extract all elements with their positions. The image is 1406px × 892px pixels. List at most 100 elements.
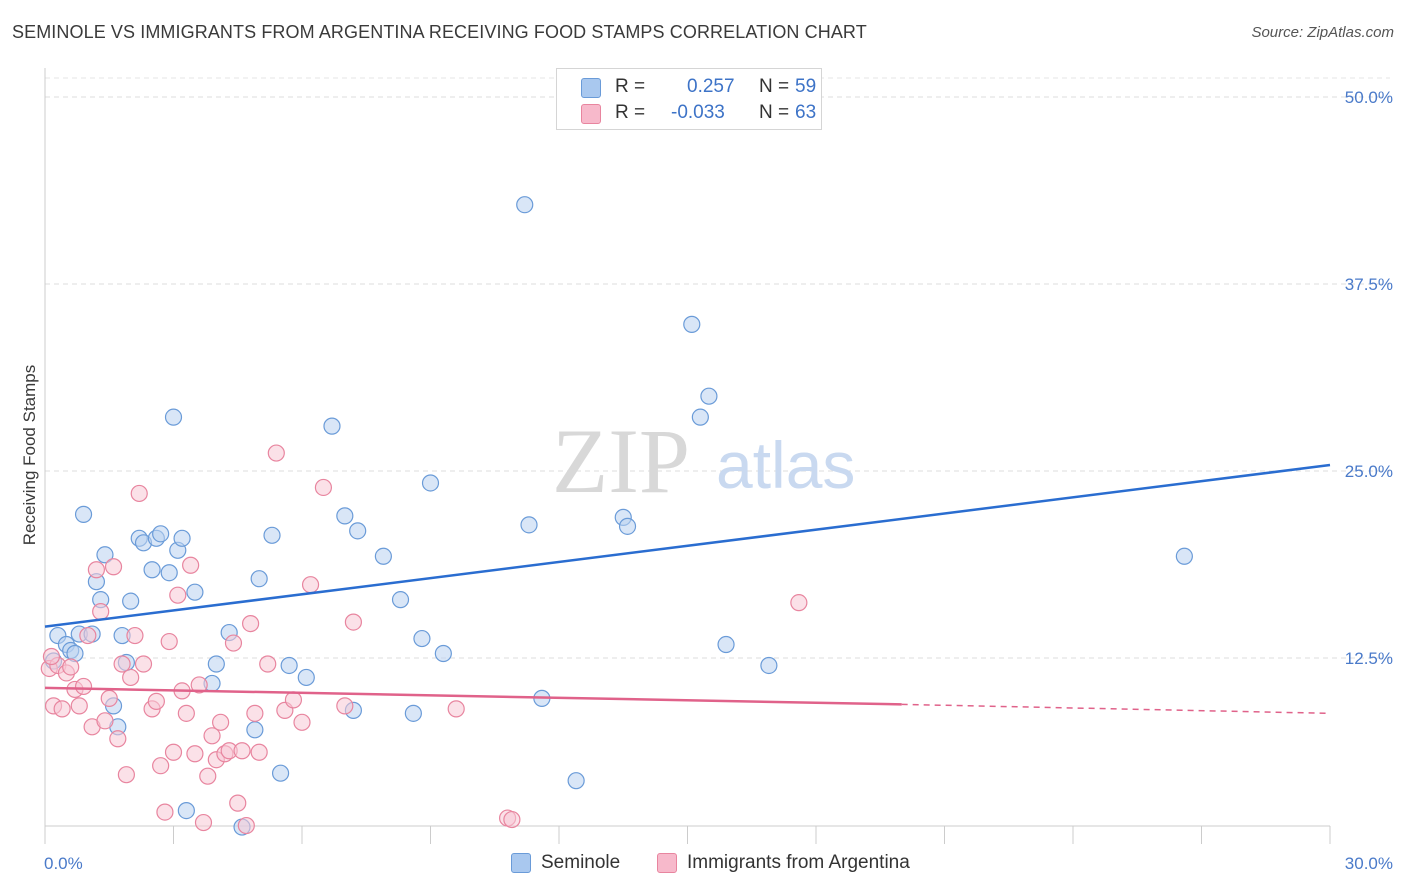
point-argentina <box>314 478 333 497</box>
point-argentina <box>113 655 131 673</box>
point-seminole <box>160 564 178 582</box>
point-seminole <box>618 517 637 535</box>
point-argentina <box>242 614 260 633</box>
point-seminole <box>760 656 778 675</box>
point-argentina <box>130 484 148 503</box>
point-seminole <box>700 387 718 405</box>
legend-swatch-seminole <box>511 853 531 873</box>
point-argentina <box>229 794 247 812</box>
point-argentina <box>336 697 354 715</box>
point-argentina <box>126 626 144 645</box>
legend-swatch-argentina <box>581 104 601 124</box>
watermark: ZIP atlas <box>552 410 855 512</box>
watermark-atlas: atlas <box>716 428 855 502</box>
point-seminole <box>1175 547 1193 565</box>
point-argentina <box>92 603 110 621</box>
point-argentina <box>293 713 311 731</box>
point-seminole <box>516 196 534 214</box>
axes <box>44 68 1331 844</box>
point-seminole <box>683 315 701 333</box>
point-seminole <box>717 635 735 654</box>
point-argentina <box>96 712 114 730</box>
point-argentina <box>344 613 362 631</box>
legend-r-value: -0.033 <box>671 102 725 123</box>
point-argentina <box>152 757 170 775</box>
point-argentina <box>117 766 135 784</box>
point-seminole <box>297 668 315 687</box>
y-tick-label: 37.5% <box>1345 275 1393 294</box>
point-argentina <box>169 586 187 604</box>
point-seminole <box>207 655 225 673</box>
legend-n-value: 59 <box>795 76 817 97</box>
point-seminole <box>413 629 431 648</box>
y-tick-label: 12.5% <box>1345 649 1393 668</box>
point-argentina <box>62 658 80 676</box>
trend-line-seminole <box>44 463 1331 628</box>
point-seminole <box>323 417 341 435</box>
trend-line-argentina-dashed <box>901 703 1331 715</box>
point-argentina <box>186 745 204 763</box>
legend-n-label: N = <box>759 102 790 123</box>
point-seminole <box>520 516 538 534</box>
legend-label: Immigrants from Argentina <box>687 852 910 873</box>
point-seminole <box>152 525 170 543</box>
legend-n-label: N = <box>759 76 790 97</box>
point-argentina <box>182 556 200 574</box>
correlation-legend: R = 0.257 N = 59 R = -0.033 N = 63 <box>556 68 822 130</box>
point-seminole <box>96 546 114 564</box>
point-argentina <box>70 697 88 715</box>
data-points <box>40 196 1193 836</box>
point-seminole <box>173 529 191 547</box>
point-argentina <box>134 655 153 673</box>
legend-r-label: R = <box>615 102 646 123</box>
x-tick-label: 0.0% <box>44 854 83 873</box>
point-seminole <box>263 526 281 544</box>
legend-n-value: 63 <box>795 102 817 123</box>
point-argentina <box>447 700 465 718</box>
point-argentina <box>790 594 808 612</box>
point-argentina <box>199 767 217 785</box>
point-argentina <box>233 742 251 760</box>
point-seminole <box>336 507 354 525</box>
point-argentina <box>224 634 243 652</box>
chart-title: SEMINOLE VS IMMIGRANTS FROM ARGENTINA RE… <box>12 22 867 42</box>
legend-r-label: R = <box>615 76 646 97</box>
point-seminole <box>567 772 585 790</box>
point-argentina <box>42 647 61 666</box>
point-argentina <box>503 810 521 829</box>
point-argentina <box>237 816 255 835</box>
point-argentina <box>246 704 264 722</box>
point-argentina <box>164 743 183 761</box>
point-argentina <box>100 689 118 707</box>
point-argentina <box>109 730 127 748</box>
point-argentina <box>156 803 174 821</box>
point-argentina <box>203 727 221 745</box>
point-argentina <box>301 576 320 594</box>
point-seminole <box>280 656 298 675</box>
point-seminole <box>691 408 709 426</box>
point-argentina <box>177 704 195 722</box>
point-seminole <box>164 408 183 426</box>
legend-r-value: 0.257 <box>687 76 735 97</box>
point-seminole <box>74 505 93 523</box>
point-seminole <box>404 704 422 722</box>
point-seminole <box>434 644 452 663</box>
point-seminole <box>271 764 290 782</box>
point-seminole <box>143 561 161 579</box>
point-seminole <box>374 547 392 565</box>
point-seminole <box>186 583 204 601</box>
y-tick-label: 50.0% <box>1345 88 1393 107</box>
point-argentina <box>259 655 277 673</box>
legend-swatch-argentina <box>657 853 677 873</box>
watermark-zip: ZIP <box>552 410 690 512</box>
legend-swatch-seminole <box>581 78 601 98</box>
point-argentina <box>190 676 208 694</box>
point-seminole <box>177 801 195 820</box>
point-seminole <box>122 592 140 610</box>
point-seminole <box>246 721 264 739</box>
point-seminole <box>391 591 410 609</box>
point-argentina <box>53 700 71 718</box>
x-tick-label: 30.0% <box>1345 854 1393 873</box>
point-argentina <box>104 558 123 576</box>
